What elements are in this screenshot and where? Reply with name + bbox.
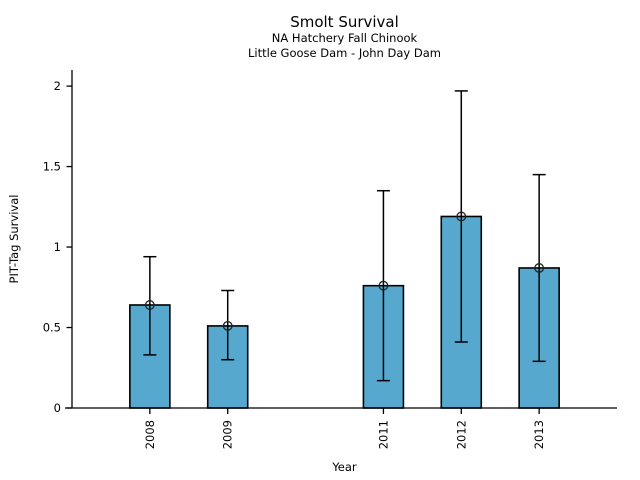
y-tick-label: 1.5 bbox=[43, 160, 61, 174]
x-tick-label: 2009 bbox=[221, 420, 235, 449]
y-tick-label: 2 bbox=[54, 79, 61, 93]
chart-subtitle-reach: Little Goose Dam - John Day Dam bbox=[248, 46, 441, 60]
y-tick-label: 0.5 bbox=[43, 321, 61, 335]
x-axis-label: Year bbox=[332, 460, 357, 474]
point-marker-2013 bbox=[534, 263, 545, 273]
x-tick-label: 2011 bbox=[376, 420, 390, 449]
x-tick-label: 2008 bbox=[143, 420, 157, 449]
x-tick-label: 2013 bbox=[532, 420, 546, 449]
point-marker-2011 bbox=[378, 280, 389, 291]
point-marker-2009 bbox=[222, 320, 233, 331]
y-axis-label: PIT-Tag Survival bbox=[7, 194, 21, 284]
chart-title: Smolt Survival bbox=[290, 13, 399, 31]
y-tick-label: 0 bbox=[54, 401, 61, 415]
point-marker-2008 bbox=[144, 300, 155, 310]
point-marker-2012 bbox=[456, 211, 467, 222]
x-tick-label: 2012 bbox=[454, 420, 468, 449]
chart-subtitle-species: NA Hatchery Fall Chinook bbox=[271, 31, 418, 45]
y-tick-label: 1 bbox=[54, 240, 61, 254]
